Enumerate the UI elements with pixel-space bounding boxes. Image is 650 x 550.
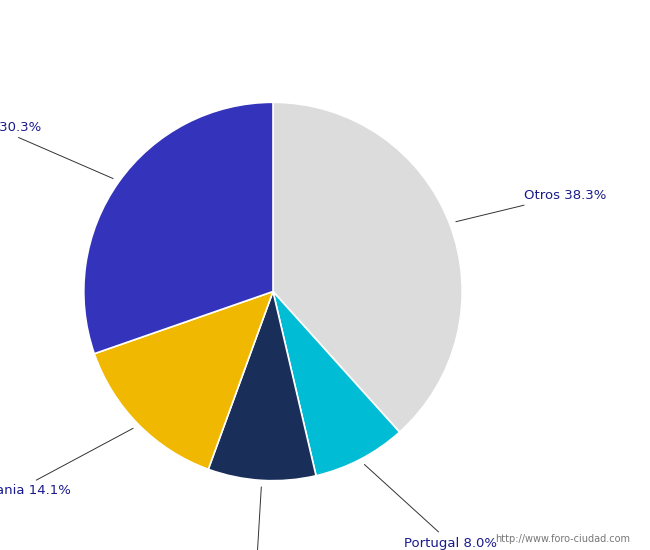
Wedge shape xyxy=(273,102,462,432)
Wedge shape xyxy=(94,292,273,469)
Wedge shape xyxy=(273,292,400,476)
Text: http://www.foro-ciudad.com: http://www.foro-ciudad.com xyxy=(495,535,630,544)
Text: Portugal 8.0%: Portugal 8.0% xyxy=(365,464,497,549)
Wedge shape xyxy=(84,102,273,354)
Text: Francia 30.3%: Francia 30.3% xyxy=(0,120,113,179)
Wedge shape xyxy=(208,292,316,481)
Text: Países Bajos 9.2%: Países Bajos 9.2% xyxy=(196,487,315,550)
Text: Alemania 14.1%: Alemania 14.1% xyxy=(0,428,133,497)
Text: Ataun - Turistas extranjeros según país - Julio de 2024: Ataun - Turistas extranjeros según país … xyxy=(127,13,523,29)
Text: Otros 38.3%: Otros 38.3% xyxy=(456,189,606,222)
